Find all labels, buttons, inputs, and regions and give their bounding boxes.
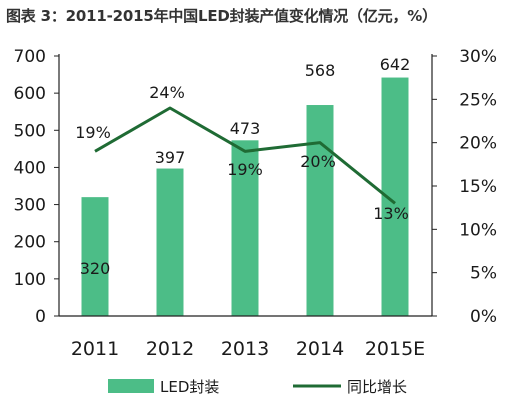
x-tick-label: 2015E: [365, 338, 425, 360]
legend-label-line: 同比增长: [347, 378, 407, 396]
legend-label-bar: LED封装: [160, 378, 219, 396]
y-left-tick-label: 500: [14, 121, 46, 141]
growth-line: [94, 106, 396, 205]
line-value-label: 19%: [227, 160, 263, 179]
chart-title: 图表 3：2011-2015年中国LED封装产值变化情况（亿元，%）: [6, 7, 437, 25]
y-right-tick-label: 5%: [470, 264, 497, 284]
y-right-tick-label: 10%: [459, 220, 497, 240]
y-left-tick-label: 200: [14, 233, 46, 253]
line-value-label: 24%: [149, 83, 185, 102]
y-left-tick-label: 300: [14, 196, 46, 216]
bar: [156, 168, 184, 316]
bar: [81, 197, 109, 316]
bar-value-label: 397: [155, 148, 186, 167]
y-right-tick-label: 20%: [459, 134, 497, 154]
y-right-tick-label: 0%: [470, 307, 497, 327]
y-left-tick-label: 0: [35, 307, 46, 327]
bar-value-label: 473: [230, 119, 261, 138]
y-right-tick-label: 30%: [459, 47, 497, 67]
legend-swatch-bar: [108, 379, 154, 393]
x-tick-label: 2012: [146, 338, 194, 360]
y-left-tick-label: 400: [14, 158, 46, 178]
y-left-tick-label: 100: [14, 270, 46, 290]
line-value-label: 13%: [373, 204, 409, 223]
y-left-tick-label: 700: [14, 47, 46, 67]
x-tick-label: 2014: [296, 338, 344, 360]
line-value-label: 20%: [300, 152, 336, 171]
bar: [306, 105, 334, 317]
bar-value-label: 320: [80, 259, 111, 278]
x-tick-label: 2013: [221, 338, 269, 360]
y-left-tick-label: 600: [14, 84, 46, 104]
bar-value-label: 568: [305, 61, 336, 80]
line-value-label: 19%: [75, 123, 111, 142]
bar: [231, 140, 259, 316]
y-right-tick-label: 15%: [459, 177, 497, 197]
bar-value-label: 642: [380, 55, 411, 74]
y-right-tick-label: 25%: [459, 90, 497, 110]
x-tick-label: 2011: [71, 338, 119, 360]
